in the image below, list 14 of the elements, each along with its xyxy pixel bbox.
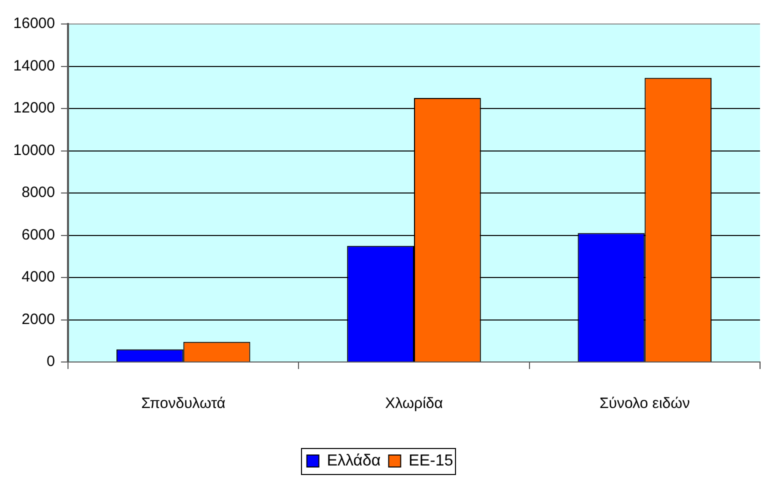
y-tick-label: 6000	[22, 226, 55, 244]
x-tick-label: Σύνολο ειδών	[599, 395, 690, 412]
y-tick-label: 4000	[22, 268, 55, 286]
legend-label: Ελλάδα	[326, 452, 381, 470]
x-tick-label: Σπονδυλωτά	[141, 395, 226, 412]
x-tick-label: Χλωρίδα	[385, 395, 444, 412]
y-tick-label: 12000	[13, 100, 55, 117]
y-tick-label: 16000	[13, 15, 55, 32]
y-tick-label: 14000	[13, 57, 55, 74]
y-tick-label: 10000	[13, 142, 55, 159]
legend-label: ΕΕ-15	[408, 452, 454, 470]
y-tick-label: 8000	[22, 184, 55, 202]
y-tick-label: 0	[46, 353, 55, 370]
y-tick-label: 2000	[22, 310, 55, 328]
